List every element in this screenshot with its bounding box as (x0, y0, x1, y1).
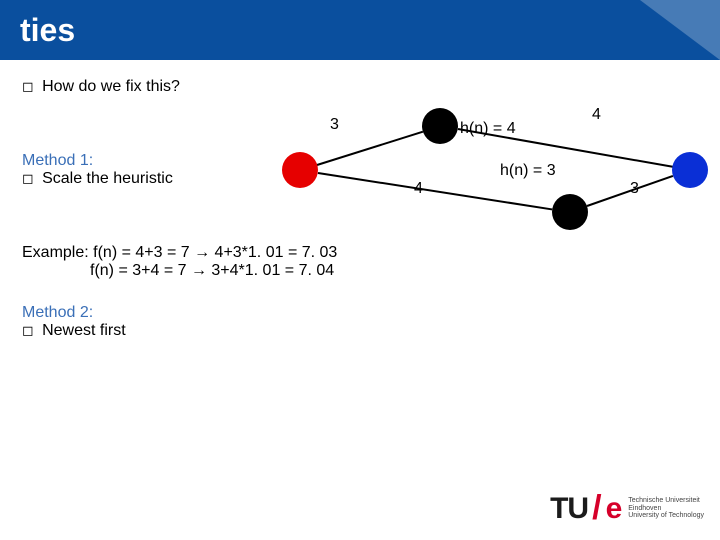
logo-subtext: Technische Universiteit Eindhoven Univer… (628, 497, 704, 520)
question-text: How do we fix this? (42, 78, 180, 95)
example-block: Example: f(n) = 4+3 = 7 → 4+3*1. 01 = 7.… (22, 244, 698, 280)
slide-title: ties (20, 12, 75, 49)
graph-label: h(n) = 3 (500, 162, 556, 180)
logo-slash-icon: / (592, 489, 601, 528)
method2-label: Method 2: (22, 304, 698, 322)
question-line: ◻ How do we fix this? (22, 78, 698, 96)
logo-e: e (606, 492, 623, 526)
university-logo: TU/e Technische Universiteit Eindhoven U… (550, 489, 704, 528)
method2-block: Method 2: ◻ Newest first (22, 304, 698, 340)
bullet-icon: ◻ (22, 322, 34, 338)
example-line1: Example: f(n) = 4+3 = 7 → 4+3*1. 01 = 7.… (22, 244, 698, 262)
bullet-icon: ◻ (22, 78, 34, 94)
graph-edge (317, 130, 423, 165)
logo-line1: Technische Universiteit (628, 497, 704, 505)
graph-node-right (672, 152, 708, 188)
graph-label: 3 (630, 180, 639, 198)
graph-node-bottom (552, 194, 588, 230)
method2-text: Newest first (42, 322, 126, 339)
example-eq1: f(n) = 4+3 = 7 → 4+3*1. 01 = 7. 03 (93, 244, 337, 261)
method1-text: Scale the heuristic (42, 170, 173, 187)
logo-line2: Eindhoven (628, 505, 704, 513)
graph-label: 4 (592, 106, 601, 124)
graph-diagram: 3 h(n) = 4 4 4 h(n) = 3 3 (220, 100, 700, 230)
example-line2: f(n) = 3+4 = 7 → 3+4*1. 01 = 7. 04 (22, 262, 698, 280)
graph-label: 4 (414, 180, 423, 198)
slide-content: ◻ How do we fix this? 3 h(n) = 4 4 4 h(n) = … (0, 60, 720, 362)
bullet-icon: ◻ (22, 170, 34, 186)
graph-node-left (282, 152, 318, 188)
graph-node-top (422, 108, 458, 144)
graph-label: 3 (330, 116, 339, 134)
logo-tu: TU (550, 492, 588, 526)
method2-line: ◻ Newest first (22, 322, 698, 340)
slide-header: ties (0, 0, 720, 60)
graph-label: h(n) = 4 (460, 120, 516, 138)
logo-line3: University of Technology (628, 512, 704, 520)
header-decoration (640, 0, 720, 60)
example-prefix: Example: (22, 244, 93, 261)
